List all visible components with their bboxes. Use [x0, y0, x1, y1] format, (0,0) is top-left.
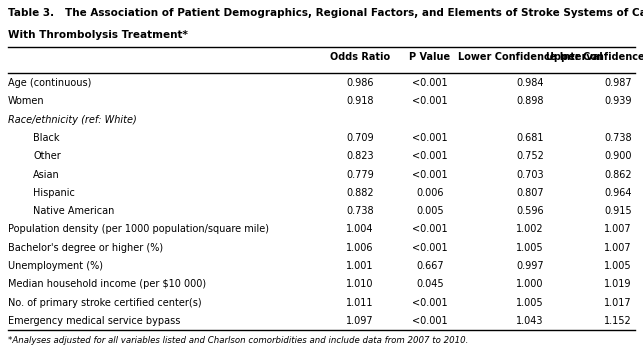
Text: 1.011: 1.011 — [346, 298, 374, 308]
Text: 1.004: 1.004 — [346, 225, 374, 234]
Text: <0.001: <0.001 — [412, 316, 448, 326]
Text: 1.043: 1.043 — [516, 316, 544, 326]
Text: <0.001: <0.001 — [412, 151, 448, 161]
Text: P Value: P Value — [410, 52, 451, 62]
Text: <0.001: <0.001 — [412, 243, 448, 253]
Text: Native American: Native American — [33, 206, 114, 216]
Text: 0.987: 0.987 — [604, 78, 632, 88]
Text: Table 3.   The Association of Patient Demographics, Regional Factors, and Elemen: Table 3. The Association of Patient Demo… — [8, 8, 643, 18]
Text: 0.738: 0.738 — [604, 133, 632, 143]
Text: 1.006: 1.006 — [346, 243, 374, 253]
Text: Bachelor's degree or higher (%): Bachelor's degree or higher (%) — [8, 243, 163, 253]
Text: <0.001: <0.001 — [412, 78, 448, 88]
Text: No. of primary stroke certified center(s): No. of primary stroke certified center(s… — [8, 298, 202, 308]
Text: Black: Black — [33, 133, 60, 143]
Text: 0.045: 0.045 — [416, 279, 444, 289]
Text: 0.681: 0.681 — [516, 133, 544, 143]
Text: Emergency medical service bypass: Emergency medical service bypass — [8, 316, 181, 326]
Text: 0.984: 0.984 — [516, 78, 544, 88]
Text: 1.017: 1.017 — [604, 298, 632, 308]
Text: <0.001: <0.001 — [412, 298, 448, 308]
Text: <0.001: <0.001 — [412, 225, 448, 234]
Text: Median household income (per $10 000): Median household income (per $10 000) — [8, 279, 206, 289]
Text: 0.596: 0.596 — [516, 206, 544, 216]
Text: Asian: Asian — [33, 170, 60, 179]
Text: 0.006: 0.006 — [416, 188, 444, 198]
Text: 0.915: 0.915 — [604, 206, 632, 216]
Text: Other: Other — [33, 151, 60, 161]
Text: *Analyses adjusted for all variables listed and Charlson comorbidities and inclu: *Analyses adjusted for all variables lis… — [8, 336, 468, 345]
Text: Hispanic: Hispanic — [33, 188, 75, 198]
Text: Population density (per 1000 population/square mile): Population density (per 1000 population/… — [8, 225, 269, 234]
Text: 1.005: 1.005 — [516, 243, 544, 253]
Text: 1.001: 1.001 — [346, 261, 374, 271]
Text: 0.709: 0.709 — [346, 133, 374, 143]
Text: 1.007: 1.007 — [604, 243, 632, 253]
Text: 1.000: 1.000 — [516, 279, 544, 289]
Text: 0.939: 0.939 — [604, 96, 632, 106]
Text: 0.997: 0.997 — [516, 261, 544, 271]
Text: 1.007: 1.007 — [604, 225, 632, 234]
Text: Unemployment (%): Unemployment (%) — [8, 261, 103, 271]
Text: 1.005: 1.005 — [604, 261, 632, 271]
Text: <0.001: <0.001 — [412, 96, 448, 106]
Text: 0.738: 0.738 — [346, 206, 374, 216]
Text: 0.807: 0.807 — [516, 188, 544, 198]
Text: 0.823: 0.823 — [346, 151, 374, 161]
Text: Odds Ratio: Odds Ratio — [330, 52, 390, 62]
Text: 0.779: 0.779 — [346, 170, 374, 179]
Text: 0.918: 0.918 — [346, 96, 374, 106]
Text: 0.703: 0.703 — [516, 170, 544, 179]
Text: Age (continuous): Age (continuous) — [8, 78, 91, 88]
Text: 0.900: 0.900 — [604, 151, 632, 161]
Text: 0.986: 0.986 — [346, 78, 374, 88]
Text: 0.882: 0.882 — [346, 188, 374, 198]
Text: 1.019: 1.019 — [604, 279, 632, 289]
Text: Lower Confidence Interval: Lower Confidence Interval — [458, 52, 602, 62]
Text: <0.001: <0.001 — [412, 170, 448, 179]
Text: 0.964: 0.964 — [604, 188, 632, 198]
Text: 0.898: 0.898 — [516, 96, 544, 106]
Text: 0.862: 0.862 — [604, 170, 632, 179]
Text: 1.002: 1.002 — [516, 225, 544, 234]
Text: Race/ethnicity (ref: White): Race/ethnicity (ref: White) — [8, 115, 137, 125]
Text: <0.001: <0.001 — [412, 133, 448, 143]
Text: 1.010: 1.010 — [346, 279, 374, 289]
Text: 0.667: 0.667 — [416, 261, 444, 271]
Text: With Thrombolysis Treatment*: With Thrombolysis Treatment* — [8, 30, 188, 40]
Text: 1.005: 1.005 — [516, 298, 544, 308]
Text: Women: Women — [8, 96, 44, 106]
Text: Upper Confidence Interval: Upper Confidence Interval — [545, 52, 643, 62]
Text: 0.752: 0.752 — [516, 151, 544, 161]
Text: 1.152: 1.152 — [604, 316, 632, 326]
Text: 0.005: 0.005 — [416, 206, 444, 216]
Text: 1.097: 1.097 — [346, 316, 374, 326]
